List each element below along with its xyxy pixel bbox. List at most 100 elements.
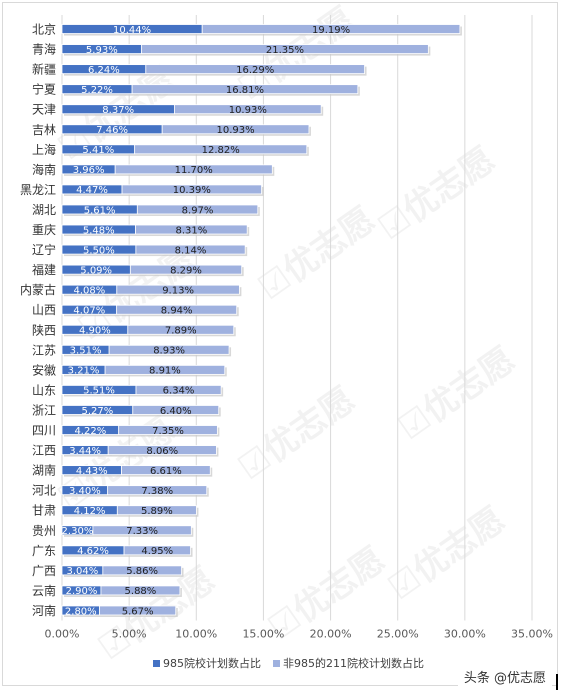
data-label-211: 7.33%: [126, 526, 158, 537]
category-label: 海南: [32, 162, 56, 177]
category-label: 浙江: [32, 403, 56, 417]
data-label-985: 3.04%: [67, 566, 99, 577]
data-label-211: 19.19%: [312, 25, 350, 36]
x-tick-label: 15.00%: [242, 628, 284, 641]
bar-211: [129, 264, 243, 275]
data-label-985: 3.96%: [73, 165, 105, 176]
bar-211: [134, 144, 308, 155]
bar-211: [121, 184, 262, 195]
bar-211: [145, 64, 365, 75]
data-label-211: 5.86%: [126, 566, 158, 577]
x-tick-label: 30.00%: [444, 628, 486, 641]
data-label-985: 5.41%: [82, 145, 114, 156]
data-label-985: 5.48%: [83, 225, 115, 236]
x-tick-label: 10.00%: [175, 628, 217, 641]
category-label: 宁夏: [32, 82, 56, 97]
category-label: 河南: [32, 603, 56, 618]
category-label: 甘肃: [32, 504, 56, 518]
category-label: 青海: [32, 42, 56, 57]
legend-label: 非985的211院校计划数占比: [283, 656, 424, 670]
category-label: 福建: [32, 262, 56, 277]
data-label-985: 5.51%: [83, 386, 115, 397]
text-cursor: [556, 674, 558, 690]
category-label: 广东: [32, 544, 56, 558]
bar-211: [135, 244, 246, 255]
data-label-211: 5.67%: [122, 606, 154, 617]
data-label-211: 8.06%: [146, 446, 178, 457]
category-label: 重庆: [32, 223, 56, 237]
x-tick-label: 0.00%: [45, 628, 80, 641]
data-label-985: 4.07%: [73, 306, 105, 317]
category-label: 江苏: [32, 343, 56, 357]
bar-211: [136, 204, 259, 215]
attribution-text: 头条 @优志愿: [457, 665, 552, 688]
x-tick-label: 35.00%: [511, 628, 553, 641]
category-label: 湖北: [32, 202, 56, 217]
category-label: 新疆: [32, 62, 56, 77]
bar-211: [123, 545, 191, 556]
bar-211: [107, 445, 217, 455]
data-label-211: 16.81%: [226, 85, 264, 96]
data-label-211: 21.35%: [266, 45, 304, 56]
data-label-211: 10.39%: [173, 185, 211, 196]
data-label-985: 3.44%: [69, 446, 101, 457]
data-label-985: 3.21%: [68, 366, 100, 377]
x-tick-label: 5.00%: [112, 628, 147, 641]
data-label-985: 7.46%: [96, 125, 128, 136]
category-label: 安徽: [32, 362, 56, 377]
data-label-211: 10.93%: [229, 105, 267, 116]
data-label-985: 4.43%: [76, 466, 108, 477]
category-label: 山西: [32, 303, 56, 317]
data-label-211: 7.35%: [152, 426, 184, 437]
data-label-985: 3.40%: [69, 486, 101, 497]
data-label-211: 5.88%: [125, 586, 157, 597]
bar-211: [201, 24, 461, 34]
watermark-text: ☑优志愿: [231, 380, 362, 489]
data-label-985: 4.90%: [79, 326, 111, 337]
data-label-211: 6.34%: [163, 386, 195, 397]
data-label-985: 2.80%: [65, 606, 97, 617]
bar-211: [135, 385, 222, 395]
data-label-985: 3.51%: [70, 346, 102, 357]
data-label-211: 12.82%: [202, 145, 240, 156]
category-label: 内蒙古: [20, 282, 56, 297]
watermark-text: ☑优志愿: [391, 340, 522, 449]
bar-211: [108, 344, 230, 355]
bar-211: [116, 284, 240, 295]
data-label-211: 8.14%: [175, 245, 207, 256]
data-label-985: 5.93%: [86, 45, 118, 56]
legend-label: 985院校计划数占比: [163, 656, 261, 670]
category-label: 四川: [32, 424, 56, 438]
stacked-bar-chart: ☑优志愿☑优志愿☑优志愿☑优志愿☑优志愿☑优志愿☑优志愿☑优志愿☑优志愿☑优志愿…: [20, 3, 553, 670]
category-label: 云南: [32, 583, 56, 598]
data-label-985: 2.30%: [62, 526, 94, 537]
data-label-985: 5.61%: [84, 205, 116, 216]
category-label: 河北: [32, 484, 56, 498]
legend-swatch: [153, 660, 160, 667]
bar-211: [173, 104, 322, 115]
data-label-211: 9.13%: [162, 285, 194, 296]
category-label: 黑龙江: [20, 183, 56, 197]
category-label: 天津: [32, 103, 56, 117]
bar-211: [99, 605, 177, 616]
data-label-985: 4.12%: [74, 506, 106, 517]
x-tick-label: 20.00%: [310, 628, 352, 641]
data-label-211: 16.29%: [236, 65, 274, 76]
data-label-985: 4.08%: [74, 285, 106, 296]
data-label-985: 4.22%: [74, 426, 106, 437]
data-label-985: 10.44%: [113, 25, 151, 36]
bar-211: [141, 44, 429, 54]
bar-211: [161, 124, 310, 135]
watermark-text: ☑优志愿: [381, 500, 512, 609]
category-label: 广西: [32, 564, 56, 578]
category-label: 湖南: [32, 463, 56, 478]
bar-211: [100, 585, 181, 596]
bar-211: [118, 425, 218, 435]
data-label-211: 8.91%: [149, 366, 181, 377]
bar-211: [127, 324, 235, 335]
category-label: 贵州: [32, 524, 56, 538]
data-label-211: 7.89%: [165, 326, 197, 337]
bar-211: [116, 304, 238, 315]
data-label-985: 5.09%: [80, 265, 112, 276]
